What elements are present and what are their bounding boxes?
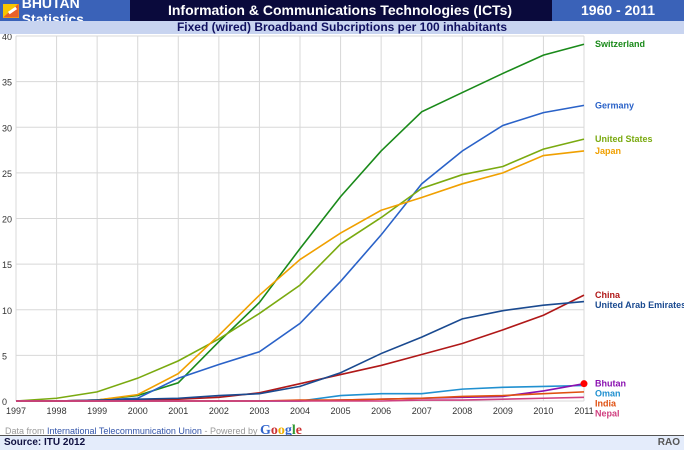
x-tick-label: 2004 — [290, 406, 310, 416]
x-tick-label: 2010 — [533, 406, 553, 416]
y-tick-label: 20 — [2, 215, 12, 225]
x-tick-label: 2008 — [452, 406, 472, 416]
x-tick-label: 2001 — [168, 406, 188, 416]
x-tick-label: 2006 — [371, 406, 391, 416]
x-tick-label: 1999 — [87, 406, 107, 416]
y-tick-label: 25 — [2, 169, 12, 179]
y-tick-label: 15 — [2, 260, 12, 270]
source-label: Source: ITU 2012 — [4, 437, 86, 448]
y-tick-label: 35 — [2, 78, 12, 88]
x-tick-label: 1998 — [47, 406, 67, 416]
legend-label-united-states: United States — [595, 134, 653, 144]
year-range: 1960 - 2011 — [552, 0, 684, 21]
itu-link[interactable]: International Telecommunication Union — [47, 426, 202, 436]
line-chart: 0 5 10 15 20 25 30 35 40 1997 1998 1999 2000 2001 2002… — [2, 34, 684, 419]
footer: Source: ITU 2012 RAO — [0, 435, 684, 450]
series-line-united-states — [15, 138, 585, 402]
legend-label-oman: Oman — [595, 389, 621, 399]
legend-label-united-arab-emirates: United Arab Emirates — [595, 300, 684, 310]
top-bar — [0, 0, 684, 21]
x-tick-label: 2000 — [128, 406, 148, 416]
series-line-united-arab-emirates — [16, 300, 585, 402]
legend-label-bhutan: Bhutan — [595, 379, 626, 389]
y-tick-label: 30 — [2, 123, 12, 133]
x-tick-label: 1997 — [6, 406, 26, 416]
series-line-nepal — [16, 396, 585, 402]
y-tick-label: 40 — [2, 34, 12, 42]
y-tick-label: 5 — [2, 351, 7, 361]
legend-label-india: India — [595, 399, 617, 409]
legend-label-nepal: Nepal — [595, 409, 620, 419]
chart-title: Fixed (wired) Broadband Subcriptions per… — [0, 21, 684, 34]
highlight-marker — [580, 380, 588, 388]
x-tick-label: 2011 — [574, 406, 593, 416]
x-tick-label: 2003 — [249, 406, 269, 416]
x-tick-label: 2007 — [412, 406, 432, 416]
google-logo: Google — [259, 423, 302, 438]
y-tick-label: 10 — [2, 306, 12, 316]
legend-label-china: China — [595, 290, 621, 300]
legend-label-japan: Japan — [595, 146, 621, 156]
page-title: Information & Communications Technologie… — [167, 2, 513, 18]
x-tick-label: 2002 — [209, 406, 229, 416]
legend-label-germany: Germany — [595, 100, 634, 110]
x-tick-label: 2005 — [331, 406, 351, 416]
legend-label-switzerland: Switzerland — [595, 39, 645, 49]
bhutan-flag-icon — [3, 3, 19, 18]
data-credit: Data from International Telecommunicatio… — [5, 423, 302, 438]
x-tick-label: 2009 — [493, 406, 513, 416]
author-label: RAO — [657, 437, 680, 448]
brand: BHUTAN Statistics — [0, 0, 130, 27]
series-line-japan — [16, 150, 585, 402]
y-tick-label: 0 — [2, 397, 7, 407]
